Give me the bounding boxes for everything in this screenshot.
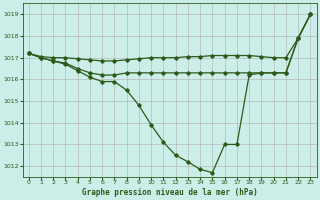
- X-axis label: Graphe pression niveau de la mer (hPa): Graphe pression niveau de la mer (hPa): [82, 188, 257, 197]
